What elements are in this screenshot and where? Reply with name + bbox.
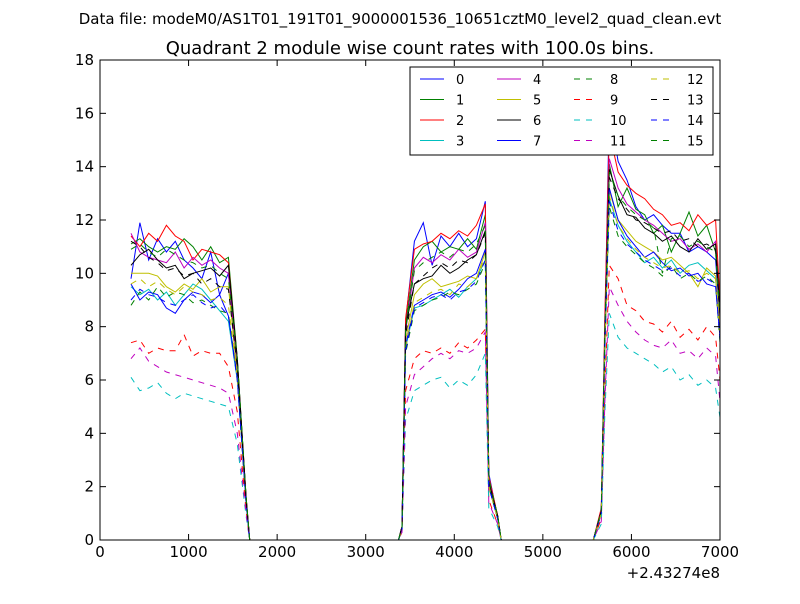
y-tick-label: 0 (84, 531, 94, 549)
series-line-14 (130, 201, 720, 540)
legend-label-11: 11 (610, 135, 627, 150)
x-axis-ticks: 0 1000 2000 3000 4000 5000 6000 7000 (95, 60, 739, 561)
legend-label-12: 12 (687, 73, 704, 88)
series-line-4 (130, 158, 720, 540)
legend-label-1: 1 (456, 94, 464, 109)
legend-label-7: 7 (533, 135, 541, 150)
x-tick-label: 2000 (258, 543, 296, 561)
series-layer (130, 107, 720, 540)
series-line-10 (130, 313, 720, 540)
figure-suptitle: Data file: modeM0/AS1T01_191T01_90000015… (79, 10, 722, 29)
y-tick-label: 16 (75, 104, 94, 122)
plot-frame (99, 59, 721, 541)
series-line-8 (130, 206, 720, 540)
y-tick-label: 8 (84, 318, 94, 336)
y-tick-label: 14 (75, 158, 94, 176)
legend-box (409, 66, 714, 156)
y-tick-label: 2 (84, 478, 94, 496)
legend-label-13: 13 (687, 94, 704, 109)
y-tick-label: 4 (84, 424, 94, 442)
x-tick-label: 3000 (347, 543, 385, 561)
x-tick-label: 1000 (169, 543, 207, 561)
series-line-2 (130, 131, 720, 540)
series-line-13 (130, 177, 720, 540)
legend-label-14: 14 (687, 114, 704, 129)
y-tick-label: 12 (75, 211, 94, 229)
legend-label-15: 15 (687, 135, 704, 150)
series-line-3 (130, 198, 720, 540)
series-line-1 (130, 163, 720, 540)
legend-label-6: 6 (533, 114, 541, 129)
plot-area: 0 1000 2000 3000 4000 5000 6000 7000 0246810121… (75, 51, 739, 561)
legend-label-5: 5 (533, 94, 541, 109)
series-line-0 (130, 107, 720, 540)
series-line-11 (130, 286, 720, 540)
legend-label-2: 2 (456, 114, 464, 129)
y-tick-label: 6 (84, 371, 94, 389)
x-tick-label: 6000 (612, 543, 650, 561)
legend-label-3: 3 (456, 135, 464, 150)
series-line-15 (130, 171, 720, 540)
legend-label-9: 9 (610, 94, 618, 109)
y-tick-label: 18 (75, 51, 94, 69)
x-tick-label: 5000 (524, 543, 562, 561)
x-tick-label: 4000 (435, 543, 473, 561)
legend-label-8: 8 (610, 73, 618, 88)
y-tick-label: 10 (75, 264, 94, 282)
chart-title: Quadrant 2 module wise count rates with … (166, 38, 655, 59)
legend-label-10: 10 (610, 114, 627, 129)
x-axis-offset-label: +2.43274e8 (627, 564, 720, 582)
series-line-12 (130, 195, 720, 540)
legend-label-4: 4 (533, 73, 541, 88)
x-tick-label: 0 (95, 543, 105, 561)
x-tick-label: 7000 (701, 543, 739, 561)
legend-label-0: 0 (456, 73, 464, 88)
